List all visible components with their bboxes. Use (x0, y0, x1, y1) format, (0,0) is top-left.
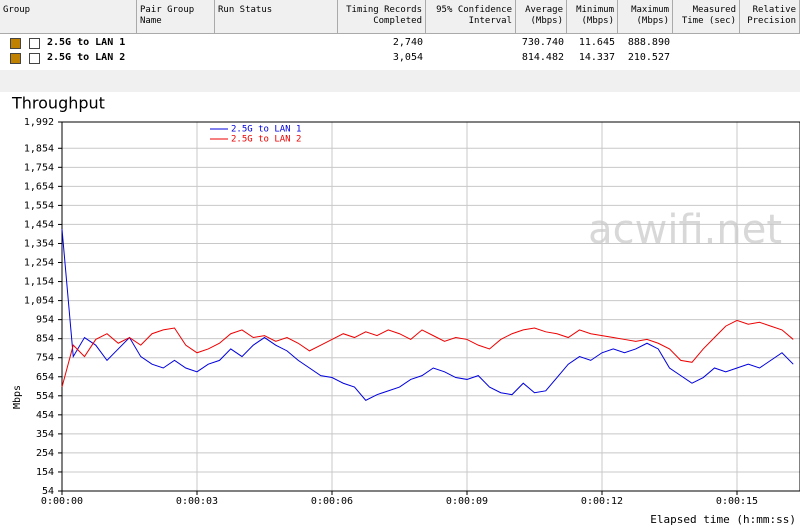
expand-icon (29, 38, 40, 49)
plot-frame (61, 121, 800, 492)
cell-maximum: 888.890 (627, 37, 670, 48)
y-tick-label: 1,654 (24, 181, 54, 192)
legend-label: 2.5G to LAN 1 (231, 125, 301, 135)
cell-minimum: 14.337 (578, 52, 615, 63)
y-tick-label: 1,854 (24, 143, 54, 154)
y-tick-label: 954 (36, 315, 54, 326)
y-tick-label: 154 (36, 467, 54, 478)
column-header: Average (Mbps) (516, 0, 567, 34)
y-tick-label: 1,054 (24, 296, 54, 307)
x-axis-label: Elapsed time (h:mm:ss) (650, 513, 796, 526)
column-header: Relative Precision (740, 0, 800, 34)
column-header: Pair Group Name (137, 0, 215, 34)
series-line (61, 319, 794, 388)
x-tick-label: 0:00:03 (176, 496, 218, 507)
expand-icon (29, 53, 40, 64)
y-tick-label: 1,454 (24, 219, 54, 230)
y-tick-label: 1,754 (24, 162, 54, 173)
pair-icon (10, 53, 21, 64)
cell-average: 814.482 (521, 52, 564, 63)
x-tick-label: 0:00:15 (716, 496, 758, 507)
series-line (61, 228, 794, 401)
column-header: Group (0, 0, 137, 34)
column-header: Maximum (Mbps) (618, 0, 673, 34)
column-header: Run Status (215, 0, 338, 34)
column-header: 95% Confidence Interval (426, 0, 516, 34)
cell-timing-records: 2,740 (392, 37, 423, 48)
column-header: Minimum (Mbps) (567, 0, 618, 34)
cell-average: 730.740 (521, 37, 564, 48)
chart: Throughput Mbps Elapsed time (h:mm:ss) a… (0, 92, 800, 532)
cell-minimum: 11.645 (578, 37, 615, 48)
y-tick-label: 1,354 (24, 238, 54, 249)
group-name: 2.5G to LAN 2 (47, 52, 126, 63)
results-table: Group Pair Group Name Run Status Timing Rec… (0, 0, 800, 70)
x-tick-label: 0:00:06 (311, 496, 353, 507)
y-tick-label: 754 (36, 353, 54, 364)
y-axis-label: Mbps (12, 385, 23, 409)
y-tick-label: 454 (36, 410, 54, 421)
chart-panel (0, 92, 800, 532)
y-tick-label: 554 (36, 391, 54, 402)
y-tick-label: 1,554 (24, 200, 54, 211)
y-tick-label: 354 (36, 429, 54, 440)
y-tick-label: 854 (36, 334, 54, 345)
column-header: Timing Records Completed (338, 0, 426, 34)
y-tick-label: 654 (36, 372, 54, 383)
y-tick-label: 54 (42, 486, 54, 497)
x-tick-label: 0:00:00 (41, 496, 83, 507)
legend-label: 2.5G to LAN 2 (231, 135, 301, 145)
column-header: Measured Time (sec) (673, 0, 740, 34)
y-tick-label: 1,992 (24, 117, 54, 128)
group-name: 2.5G to LAN 1 (47, 37, 126, 48)
cell-timing-records: 3,054 (392, 52, 423, 63)
y-tick-label: 254 (36, 448, 54, 459)
chart-title: Throughput (11, 94, 105, 113)
watermark: acwifi.net (588, 207, 782, 253)
cell-maximum: 210.527 (627, 52, 670, 63)
y-tick-label: 1,254 (24, 258, 54, 269)
pair-icon (10, 38, 21, 49)
x-tick-label: 0:00:09 (446, 496, 488, 507)
x-tick-label: 0:00:12 (581, 496, 623, 507)
y-tick-label: 1,154 (24, 277, 54, 288)
